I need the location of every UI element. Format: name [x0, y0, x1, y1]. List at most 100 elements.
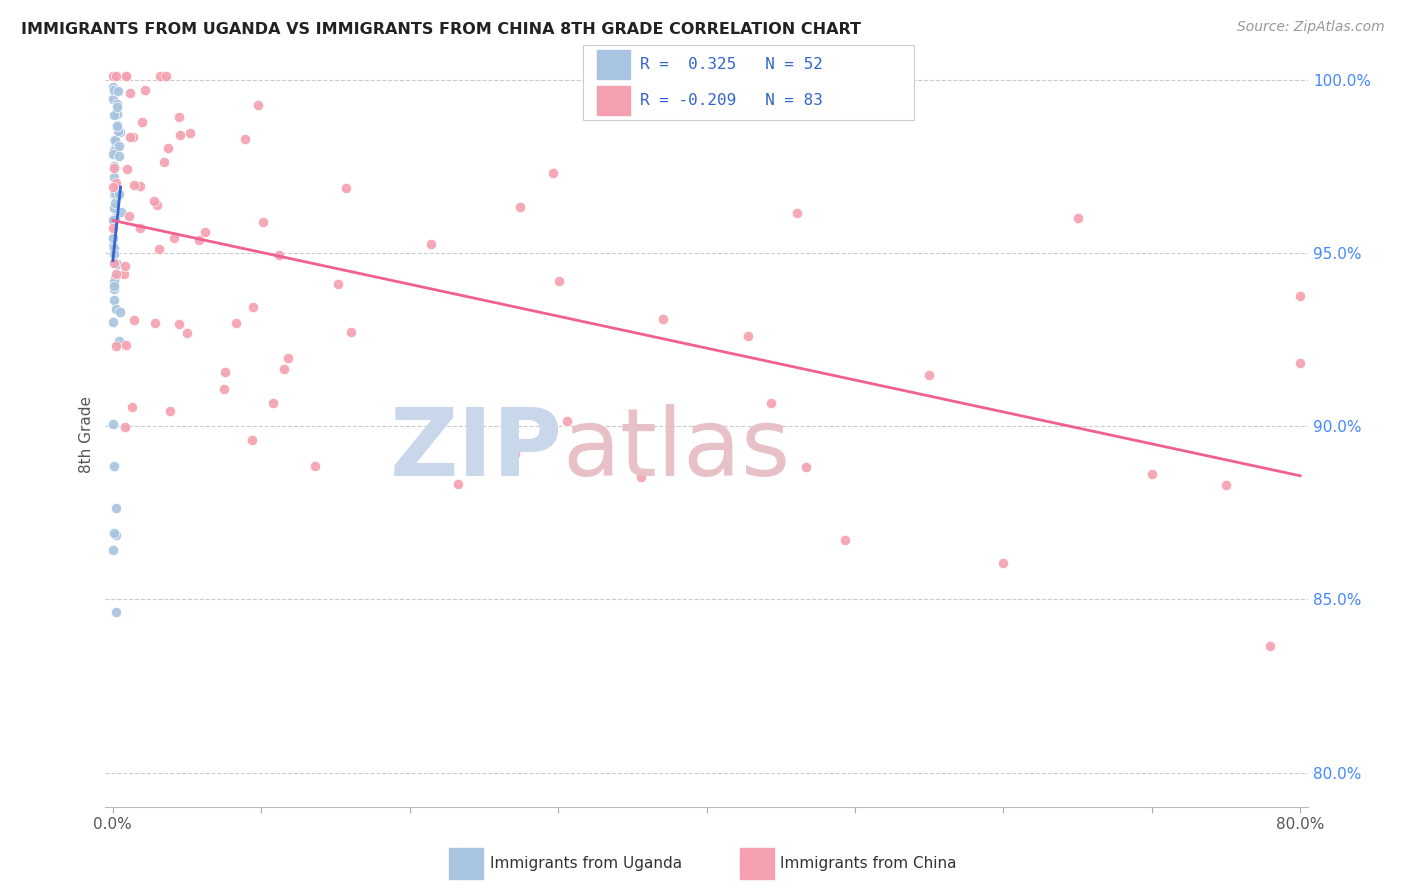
Point [247, 97, 270, 112]
Point [108, 125, 131, 139]
Point [103, 241, 125, 255]
Point [105, 106, 128, 120]
Point [152, 155, 174, 169]
Point [108, 139, 131, 153]
Point [188, 233, 211, 247]
Point [103, 526, 125, 541]
Point [105, 605, 128, 619]
Point [107, 186, 129, 201]
Point [547, 274, 569, 288]
Point [103, 293, 125, 307]
Point [103, 239, 125, 253]
Point [118, 86, 141, 100]
Point [155, 70, 177, 84]
Point [509, 200, 531, 214]
Point [103, 458, 125, 473]
Point [105, 97, 128, 112]
Point [148, 242, 170, 256]
Point [143, 317, 166, 331]
Point [110, 205, 132, 219]
Point [121, 129, 143, 144]
Point [176, 326, 198, 340]
Point [114, 259, 136, 273]
Point [159, 403, 181, 417]
Point [169, 110, 191, 124]
Point [269, 248, 291, 262]
Point [304, 458, 326, 473]
Point [129, 178, 152, 193]
Point [105, 338, 128, 352]
Point [131, 115, 153, 129]
Point [108, 305, 131, 319]
Point [918, 368, 941, 383]
Point [103, 279, 125, 293]
Point [105, 302, 128, 317]
Y-axis label: 8th Grade: 8th Grade [79, 396, 94, 474]
Point [1289, 288, 1312, 302]
Point [737, 328, 759, 343]
Bar [596, 87, 630, 115]
Point [103, 133, 125, 147]
Point [555, 414, 578, 428]
Point [103, 159, 125, 173]
Point [225, 316, 247, 330]
Point [340, 325, 363, 339]
Point [105, 120, 128, 134]
Point [103, 256, 125, 270]
Point [194, 225, 217, 239]
Point [761, 396, 783, 410]
Point [103, 141, 125, 155]
Point [143, 194, 166, 208]
Point [114, 419, 136, 434]
Point [103, 161, 125, 176]
Point [118, 209, 141, 223]
Point [103, 144, 125, 158]
Point [328, 277, 350, 291]
Point [105, 70, 128, 84]
Point [115, 70, 138, 84]
Point [103, 169, 125, 184]
Point [541, 166, 564, 180]
Text: Immigrants from Uganda: Immigrants from Uganda [489, 855, 682, 871]
Point [103, 108, 125, 122]
Point [993, 556, 1015, 570]
Point [1140, 467, 1163, 482]
Point [146, 197, 169, 211]
Point [103, 221, 125, 235]
Point [101, 180, 124, 194]
Point [103, 231, 125, 245]
Point [630, 469, 652, 483]
Point [1289, 356, 1312, 370]
Point [262, 396, 284, 410]
Point [101, 92, 124, 106]
Point [214, 365, 236, 379]
Point [107, 334, 129, 349]
Point [105, 257, 128, 271]
Text: atlas: atlas [562, 404, 790, 496]
Point [104, 211, 127, 226]
Point [120, 130, 142, 145]
Point [107, 124, 129, 138]
Point [167, 318, 190, 332]
Point [503, 447, 526, 461]
Point [651, 312, 673, 326]
Text: ZIP: ZIP [389, 404, 562, 496]
Point [1260, 639, 1282, 653]
Point [212, 382, 235, 396]
Point [115, 337, 138, 351]
Point [419, 236, 441, 251]
Point [235, 132, 257, 146]
Point [103, 147, 125, 161]
Point [105, 119, 128, 133]
Point [105, 527, 128, 541]
Point [149, 70, 172, 84]
Point [101, 239, 124, 253]
Point [242, 300, 264, 314]
Point [104, 186, 127, 201]
Point [112, 267, 135, 281]
Point [121, 400, 143, 414]
Point [252, 215, 274, 229]
Point [104, 176, 127, 190]
Bar [740, 848, 775, 879]
Point [103, 186, 125, 201]
